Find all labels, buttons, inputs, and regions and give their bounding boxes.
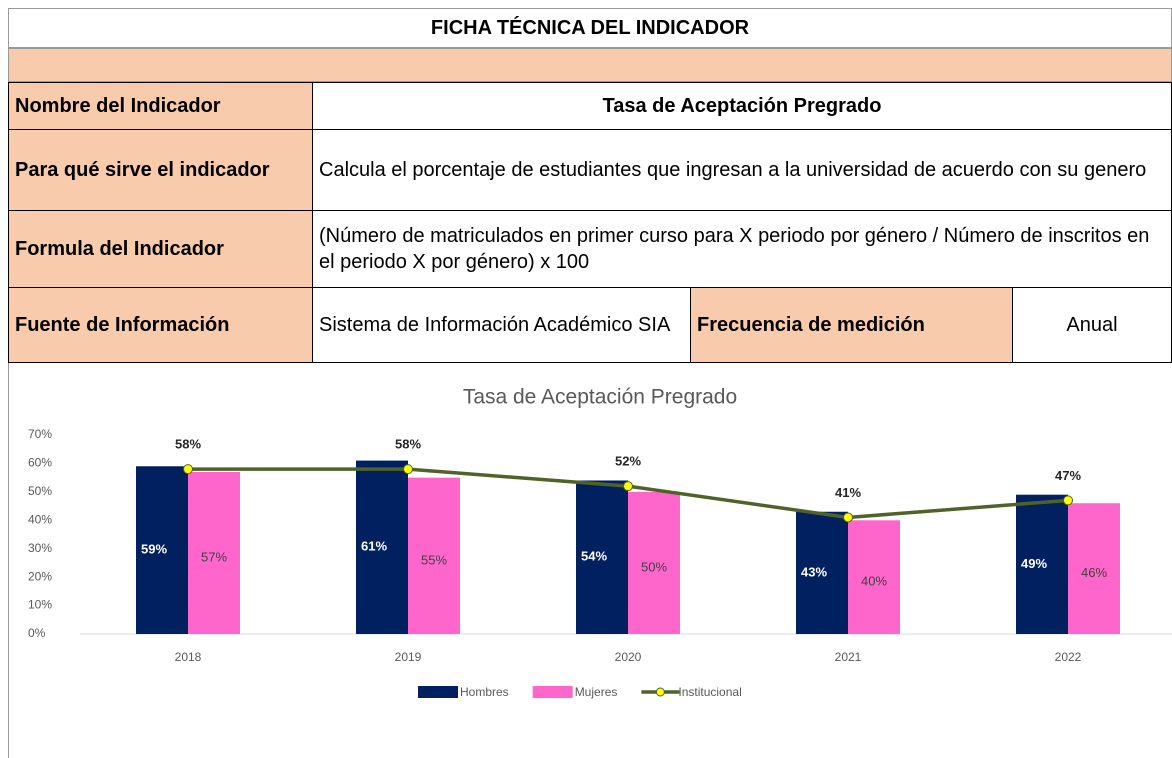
data-label: 52% [615, 454, 641, 469]
data-label: 43% [801, 564, 827, 579]
marker [843, 512, 853, 523]
y-tick-label: 10% [28, 598, 52, 612]
y-tick-label: 70% [28, 427, 52, 441]
x-tick-label: 2019 [395, 650, 422, 664]
data-label: 58% [175, 437, 201, 452]
y-tick-label: 30% [28, 541, 52, 555]
bar [188, 471, 240, 634]
row-label: Frecuencia de medición [690, 287, 1013, 363]
bar [408, 477, 460, 634]
data-label: 50% [641, 559, 667, 574]
bar [1016, 494, 1068, 634]
data-label: 46% [1081, 565, 1107, 580]
data-label: 58% [395, 437, 421, 452]
y-tick-label: 60% [28, 456, 52, 470]
spacer-row [8, 48, 1172, 82]
bar [136, 466, 188, 634]
legend-swatch [418, 686, 458, 698]
bar [356, 460, 408, 634]
row-label: Fuente de Información [8, 287, 313, 363]
legend-label: Mujeres [575, 685, 618, 699]
data-label: 40% [861, 574, 887, 589]
data-label: 61% [361, 539, 387, 554]
data-label: 59% [141, 542, 167, 557]
marker [623, 481, 633, 492]
y-tick-label: 0% [28, 626, 46, 640]
legend-label: Institucional [678, 685, 741, 699]
x-tick-label: 2022 [1055, 650, 1082, 664]
data-label: 55% [421, 552, 447, 567]
row-label: Formula del Indicador [8, 210, 313, 288]
bar [576, 480, 628, 634]
data-label: 54% [581, 549, 607, 564]
data-label: 41% [835, 485, 861, 500]
data-label: 49% [1021, 556, 1047, 571]
data-label: 57% [201, 549, 227, 564]
marker [1063, 495, 1073, 506]
y-tick-label: 20% [28, 569, 52, 583]
chart-title: Tasa de Aceptación Pregrado [463, 386, 737, 409]
row-label: Para qué sirve el indicador [8, 129, 313, 211]
marker [183, 464, 193, 475]
y-tick-label: 40% [28, 512, 52, 526]
bar [796, 511, 848, 634]
bar [848, 520, 900, 634]
bar [1068, 503, 1120, 634]
legend-label: Hombres [460, 685, 509, 699]
x-tick-label: 2021 [835, 650, 862, 664]
bar [628, 491, 680, 634]
x-tick-label: 2020 [615, 650, 642, 664]
legend-swatch [655, 687, 665, 697]
legend-swatch [532, 686, 573, 698]
y-tick-label: 50% [28, 484, 52, 498]
data-label: 47% [1055, 468, 1081, 483]
marker [403, 464, 413, 475]
x-tick-label: 2018 [175, 650, 202, 664]
